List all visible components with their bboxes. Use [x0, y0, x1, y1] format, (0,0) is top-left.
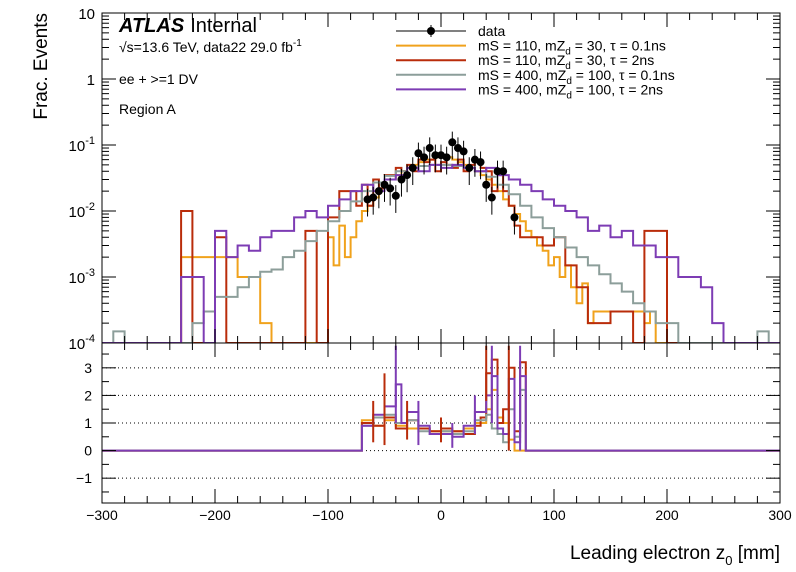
ratio-line-s4	[102, 375, 780, 452]
x-axis-title-unit: [mm]	[733, 543, 781, 564]
main-y-tick-label: 10-3	[69, 267, 95, 287]
main-y-tick-exp: -2	[85, 201, 95, 213]
data-point	[465, 163, 474, 172]
x-axis-title-main: Leading electron z	[570, 543, 725, 564]
data-point	[431, 151, 440, 160]
main-y-tick-exp: -1	[85, 135, 95, 147]
legend-label-s3: mS = 400, mZd = 100, τ = 0.1ns	[478, 67, 675, 87]
data-point	[442, 153, 451, 162]
series-line-s4	[102, 163, 780, 343]
atlas-logo-text: ATLAS	[118, 15, 185, 37]
ratio-y-axis: −1 0 1 2 3	[76, 353, 780, 493]
ratio-y-tick-label: −1	[76, 470, 92, 486]
main-y-tick-label: 10-1	[69, 135, 95, 155]
data-point	[448, 138, 457, 147]
main-y-tick-base: 1	[87, 72, 95, 89]
data-point	[510, 213, 519, 222]
data-point	[425, 144, 434, 153]
atlas-label: ATLAS Internal	[118, 15, 257, 37]
x-tick-label: −100	[312, 507, 344, 523]
data-point	[499, 167, 508, 176]
main-y-tick-base: 10	[69, 336, 86, 353]
legend-label-s2: mS = 110, mZd = 30, τ = 2ns	[478, 52, 654, 72]
x-tick-label: 0	[437, 507, 445, 523]
legend-label-s4: mS = 400, mZd = 100, τ = 2ns	[478, 81, 663, 101]
x-tick-label: −300	[86, 507, 118, 523]
data-point	[414, 149, 423, 158]
main-y-tick-label: 1	[87, 72, 95, 89]
x-axis: −300 −200 −100 0 100 200 300	[86, 13, 792, 523]
legend-marker-data	[427, 27, 435, 35]
main-y-tick-base: 10	[69, 204, 86, 221]
main-y-tick-base: 10	[69, 138, 86, 155]
main-y-tick-base: 10	[69, 270, 86, 287]
x-axis-title-sub: 0	[725, 553, 732, 568]
ratio-y-tick-label: 0	[84, 443, 92, 459]
ratio-y-tick-label: 1	[84, 415, 92, 431]
data-point	[403, 171, 412, 180]
ratio-y-tick-label: 2	[84, 387, 92, 403]
data-point	[482, 180, 491, 189]
main-y-tick-label: 10	[78, 6, 95, 23]
main-y-tick-label: 10-4	[69, 333, 95, 353]
data-point	[369, 193, 378, 202]
x-tick-label: −200	[199, 507, 231, 523]
atlas-internal-text: Internal	[190, 15, 257, 37]
main-y-tick-label: 10-2	[69, 201, 95, 221]
data-point	[380, 180, 389, 189]
data-points	[363, 131, 519, 235]
x-tick-label: 200	[655, 507, 679, 523]
ratio-series	[102, 345, 780, 452]
main-y-tick-exp: -4	[85, 333, 95, 345]
data-point	[420, 153, 429, 162]
data-point	[476, 158, 485, 167]
x-tick-label: 300	[768, 507, 792, 523]
x-axis-title: Leading electron z0 [mm]	[570, 543, 780, 568]
region-label: Region A	[119, 101, 176, 117]
data-point	[493, 167, 502, 176]
main-y-tick-exp: -3	[85, 267, 95, 279]
data-point	[391, 191, 400, 200]
data-point	[397, 175, 406, 184]
energy-lumi-label: √s=13.6 TeV, data22 29.0 fb-1	[119, 38, 302, 55]
data-point	[408, 163, 417, 172]
data-point	[487, 193, 496, 202]
energy-lumi-text: √s=13.6 TeV, data22 29.0 fb	[119, 39, 293, 55]
ratio-y-tick-label: 3	[84, 360, 92, 376]
selection-label: ee + >=1 DV	[119, 71, 199, 87]
data-point	[459, 147, 468, 156]
data-point	[374, 187, 383, 196]
y-axis-title: Frac. Events	[31, 13, 52, 120]
main-y-tick-base: 10	[78, 6, 95, 23]
legend-label-data: data	[478, 23, 505, 39]
legend-label-s1: mS = 110, mZd = 30, τ = 0.1ns	[478, 38, 666, 58]
energy-lumi-sup: -1	[293, 38, 302, 49]
data-point	[386, 184, 395, 193]
x-tick-label: 100	[542, 507, 566, 523]
